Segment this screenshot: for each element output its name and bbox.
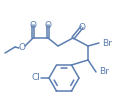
Text: O: O — [45, 20, 51, 30]
Text: O: O — [18, 42, 26, 51]
Text: Cl: Cl — [32, 73, 40, 82]
Text: Br: Br — [102, 39, 112, 48]
Text: Br: Br — [99, 68, 109, 77]
Text: O: O — [78, 22, 86, 31]
Text: O: O — [29, 20, 37, 30]
